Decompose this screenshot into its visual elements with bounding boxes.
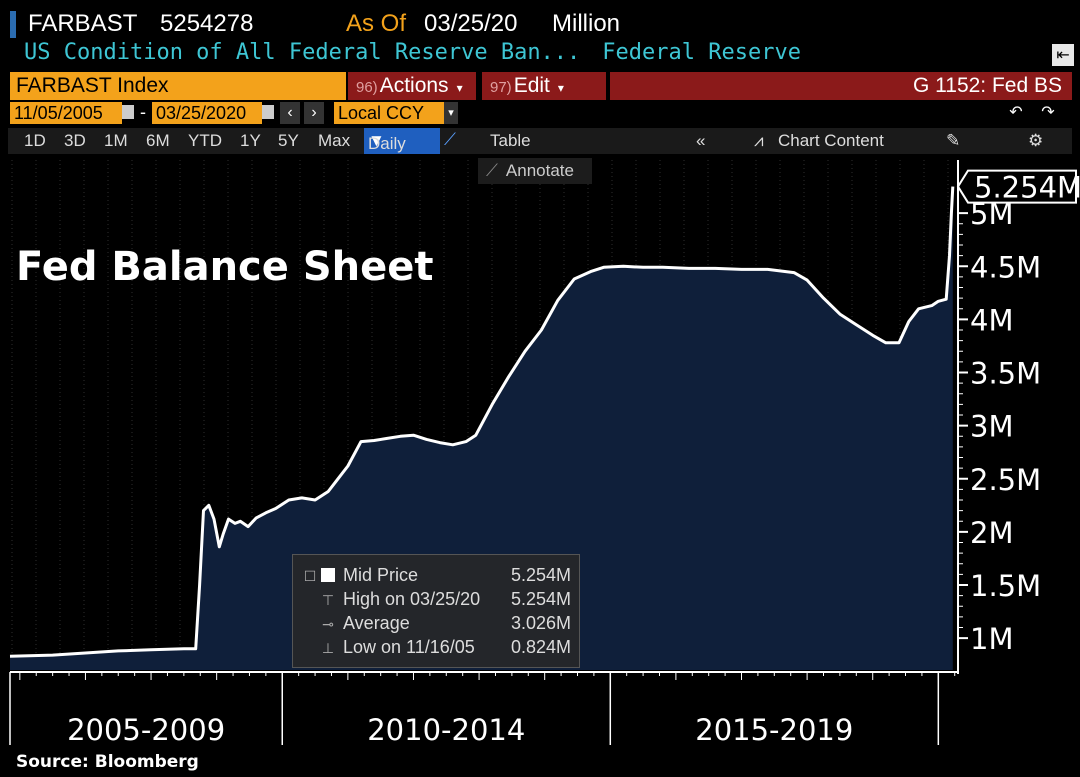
edit-chart-icon[interactable]: ✎ [946,131,961,150]
edit-label: Edit [513,74,550,97]
legend-label: Low on 11/16/05 [343,637,475,657]
y-tick-label: 3M [970,410,1013,444]
x-group-label: 2010-2014 [367,713,525,747]
legend-row-average: ⊸ Average 3.026M [301,613,571,637]
undo-icon[interactable]: ↶ [1006,102,1026,124]
legend-value: 5.254M [510,565,571,585]
actions-menu[interactable]: 96)Actions ▾ [348,72,476,100]
chart-content-icon: ⩘ [754,131,764,150]
redo-icon[interactable]: ↷ [1038,102,1058,124]
graph-name: G 1152: Fed BS [610,72,1072,100]
edit-menu[interactable]: 97)Edit ▾ [482,72,606,100]
last-value-label: 5.254M [974,171,1080,205]
annotate-button[interactable]: ⟋ Annotate [478,158,592,184]
calendar-icon[interactable] [262,105,274,119]
chart-content-button[interactable]: Chart Content [778,131,884,150]
legend-value: 0.824M [510,637,571,657]
period-1y[interactable]: 1Y [240,131,261,150]
date-separator: - [140,102,146,122]
function-bar: FARBAST Index 96)Actions ▾ 97)Edit ▾ G 115… [8,72,1072,100]
collapse-icon[interactable]: « [696,131,706,150]
period-bar: 1D 3D 1M 6M YTD 1Y 5Y Max Daily ▼ ⟋ Tabl… [8,128,1072,154]
chevron-down-icon[interactable]: ▾ [444,102,458,124]
last-value-tag: 5.254M [956,169,1080,205]
y-tick-label: 3.5M [970,357,1041,391]
actions-label: Actions [379,74,449,97]
legend-row-high: ⊤ High on 03/25/20 5.254M [301,589,571,613]
calendar-icon[interactable] [122,105,134,119]
date-range-bar: 11/05/2005 - 03/25/2020 ‹ › Local CCY ▾ … [8,102,1072,126]
as-of-date: 03/25/20 [424,10,518,37]
balance-line [9,186,955,658]
checkbox-icon[interactable]: ☐ [303,568,317,584]
table-button[interactable]: Table [490,131,531,150]
y-tick-label: 4M [970,303,1013,337]
last-value: 5254278 [160,10,254,37]
source-note: Source: Bloomberg [16,752,199,772]
exit-icon[interactable]: ⇤ [1052,44,1074,66]
legend-row-low: ⊥ Low on 11/16/05 0.824M [301,637,571,661]
series-swatch [321,568,335,582]
legend-label: Mid Price [343,565,419,585]
period-max[interactable]: Max [318,131,351,150]
graph-label: G 1152: Fed BS [912,74,1062,97]
currency-label: Local CCY [338,103,425,123]
chevron-left-icon[interactable]: ‹ [280,102,300,124]
description-line: US Condition of All Federal Reserve Ban.… [24,40,801,65]
frequency-select[interactable]: Daily ▼ [364,128,440,154]
average-marker-icon: ⊸ [322,616,334,632]
header-marker [10,11,16,38]
last-value-box [956,169,1077,204]
period-1m[interactable]: 1M [104,131,128,150]
edit-number: 97) [490,79,512,96]
high-marker-icon: ⊤ [321,592,335,608]
legend-row-mid: ☐ Mid Price 5.254M [301,565,571,589]
period-5y[interactable]: 5Y [278,131,299,150]
source-name: Federal Reserve [602,40,801,65]
chart-legend: ☐ Mid Price 5.254M ⊤ High on 03/25/20 5.… [292,554,580,668]
end-date-input[interactable]: 03/25/2020 [152,102,262,124]
gear-icon[interactable]: ⚙ [1028,131,1044,150]
y-tick-label: 2.5M [970,463,1041,497]
x-group-label: 2015-2019 [695,713,853,747]
legend-value: 3.026M [510,613,571,633]
security-header: FARBAST 5254278 As Of 03/25/20 Million [8,8,1072,40]
legend-label: High on 03/25/20 [343,589,481,609]
currency-select[interactable]: Local CCY [334,102,448,124]
low-marker-icon: ⊥ [321,640,335,656]
chart-title: Fed Balance Sheet [16,244,434,290]
security-description: US Condition of All Federal Reserve Ban.… [24,40,581,65]
unit-label: Million [552,10,621,37]
index-field[interactable]: FARBAST Index [10,72,346,100]
y-tick-label: 1M [970,622,1013,656]
x-group-label: 2005-2009 [67,713,225,747]
frequency-label: Daily [368,134,406,153]
chevron-down-icon: ▾ [557,81,564,95]
line-chart-icon[interactable]: ⟋ [444,130,456,149]
as-of-label: As Of [346,10,407,37]
y-tick-label: 2M [970,516,1013,550]
start-date-input[interactable]: 11/05/2005 [10,102,122,124]
legend-label: Average [343,613,410,633]
y-tick-label: 1.5M [970,569,1041,603]
period-3d[interactable]: 3D [64,131,86,150]
ticker-label: FARBAST [28,10,138,37]
period-6m[interactable]: 6M [146,131,170,150]
annotate-label: Annotate [505,161,574,180]
y-tick-label: 4.5M [970,250,1041,284]
balance-area [10,186,953,670]
chevron-down-icon: ▾ [456,81,463,95]
x-axis-ticks: 2005-2009 2010-2014 2015-2019 [9,672,956,747]
legend-value: 5.254M [510,589,571,609]
actions-number: 96) [356,79,378,96]
pencil-icon: ⟋ [486,161,498,180]
chevron-right-icon[interactable]: › [304,102,324,124]
period-ytd[interactable]: YTD [188,131,222,150]
period-1d[interactable]: 1D [24,131,46,150]
